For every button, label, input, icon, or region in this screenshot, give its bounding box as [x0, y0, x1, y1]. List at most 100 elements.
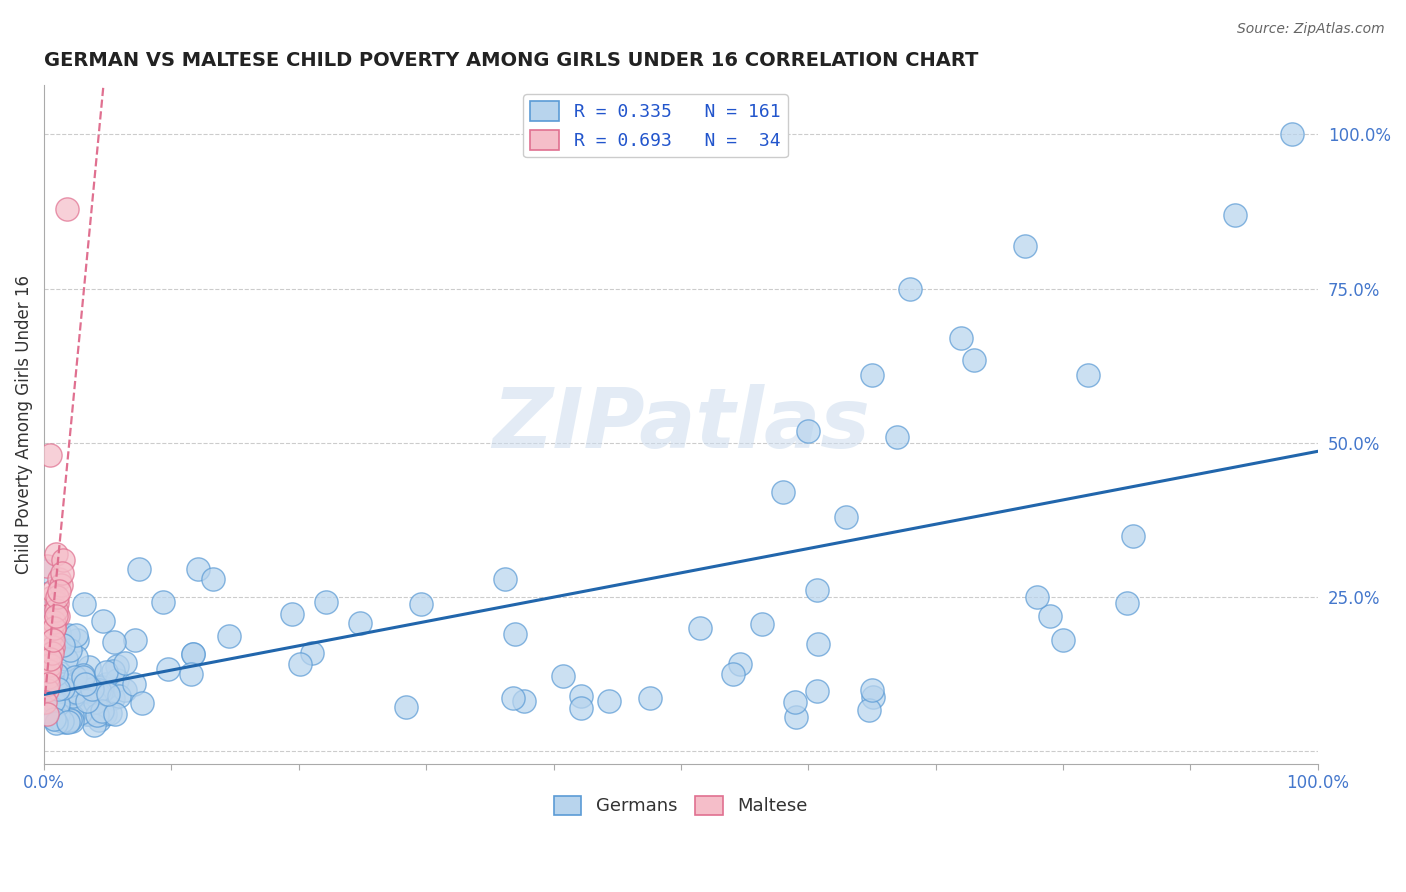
Point: [105, 673, 128, 688]
Point: [101, 665, 124, 679]
Text: ZIPatlas: ZIPatlas: [492, 384, 870, 465]
Point: [42, 713, 65, 727]
Point: [34, 652, 56, 666]
Point: [860, 682, 883, 697]
Point: [38, 664, 60, 678]
Point: [35, 606, 58, 620]
Point: [94, 681, 117, 695]
Point: [48, 712, 70, 726]
Point: [41, 646, 63, 660]
Point: [51, 566, 73, 580]
Point: [862, 690, 884, 705]
Point: [62, 677, 84, 691]
Point: [86, 680, 108, 694]
Point: [48, 670, 70, 684]
Point: [860, 368, 883, 383]
Point: [569, 701, 592, 715]
Point: [42, 640, 65, 654]
Point: [48, 681, 70, 696]
Point: [90, 704, 112, 718]
Point: [56, 712, 79, 726]
Point: [45, 695, 67, 709]
Point: [63, 682, 86, 697]
Point: [806, 683, 828, 698]
Point: [94, 690, 117, 705]
Point: [45, 716, 67, 731]
Point: [73, 677, 96, 691]
Point: [65, 685, 87, 699]
Point: [1115, 596, 1137, 610]
Point: [94, 665, 117, 679]
Point: [503, 627, 526, 641]
Point: [409, 597, 432, 611]
Legend: Germans, Maltese: Germans, Maltese: [547, 789, 814, 822]
Point: [56, 202, 79, 216]
Point: [51, 714, 73, 729]
Point: [94, 706, 117, 721]
Point: [37, 670, 59, 684]
Point: [124, 676, 146, 690]
Point: [52, 711, 75, 725]
Point: [34, 675, 56, 690]
Point: [48, 640, 70, 655]
Point: [48, 584, 70, 599]
Point: [35, 564, 58, 578]
Point: [75, 689, 97, 703]
Point: [349, 615, 371, 630]
Point: [66, 632, 89, 647]
Point: [898, 282, 921, 296]
Point: [52, 638, 75, 652]
Point: [502, 690, 524, 705]
Point: [128, 562, 150, 576]
Point: [35, 707, 58, 722]
Point: [42, 694, 65, 708]
Point: [34, 695, 56, 709]
Point: [51, 704, 73, 718]
Point: [42, 633, 65, 648]
Point: [44, 691, 66, 706]
Point: [103, 690, 125, 705]
Point: [395, 699, 418, 714]
Point: [37, 676, 59, 690]
Point: [76, 707, 98, 722]
Point: [91, 614, 114, 628]
Point: [45, 591, 67, 605]
Point: [65, 650, 87, 665]
Point: [598, 694, 620, 708]
Point: [181, 647, 204, 661]
Point: [963, 352, 986, 367]
Point: [44, 621, 66, 635]
Point: [569, 689, 592, 703]
Point: [49, 666, 72, 681]
Point: [1014, 238, 1036, 252]
Point: [315, 595, 337, 609]
Point: [59, 713, 82, 727]
Point: [86, 708, 108, 723]
Point: [46, 608, 69, 623]
Text: GERMAN VS MALTESE CHILD POVERTY AMONG GIRLS UNDER 16 CORRELATION CHART: GERMAN VS MALTESE CHILD POVERTY AMONG GI…: [44, 51, 979, 70]
Point: [1052, 633, 1074, 648]
Point: [76, 707, 98, 722]
Point: [56, 715, 79, 730]
Point: [494, 572, 516, 586]
Point: [553, 669, 575, 683]
Point: [858, 703, 880, 717]
Point: [51, 677, 73, 691]
Point: [56, 682, 79, 697]
Point: [131, 696, 153, 710]
Point: [41, 627, 63, 641]
Point: [35, 682, 58, 697]
Point: [52, 707, 75, 722]
Point: [950, 331, 973, 345]
Point: [772, 485, 794, 500]
Point: [77, 705, 100, 719]
Point: [35, 559, 58, 574]
Point: [49, 578, 72, 592]
Point: [39, 448, 62, 462]
Point: [721, 667, 744, 681]
Point: [46, 698, 69, 712]
Point: [1026, 591, 1049, 605]
Point: [97, 687, 120, 701]
Point: [44, 712, 66, 726]
Point: [835, 510, 858, 524]
